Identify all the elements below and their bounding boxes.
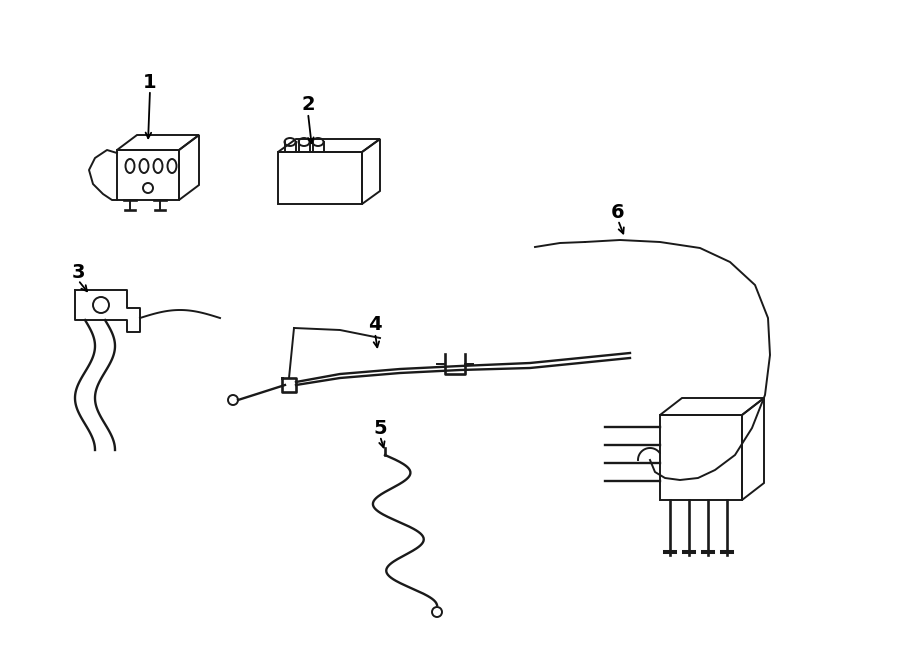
Text: 4: 4 — [368, 315, 382, 334]
Text: 6: 6 — [611, 202, 625, 221]
Text: 3: 3 — [71, 262, 85, 282]
Text: 2: 2 — [302, 95, 315, 114]
Text: 5: 5 — [374, 418, 387, 438]
Text: 1: 1 — [143, 73, 157, 91]
